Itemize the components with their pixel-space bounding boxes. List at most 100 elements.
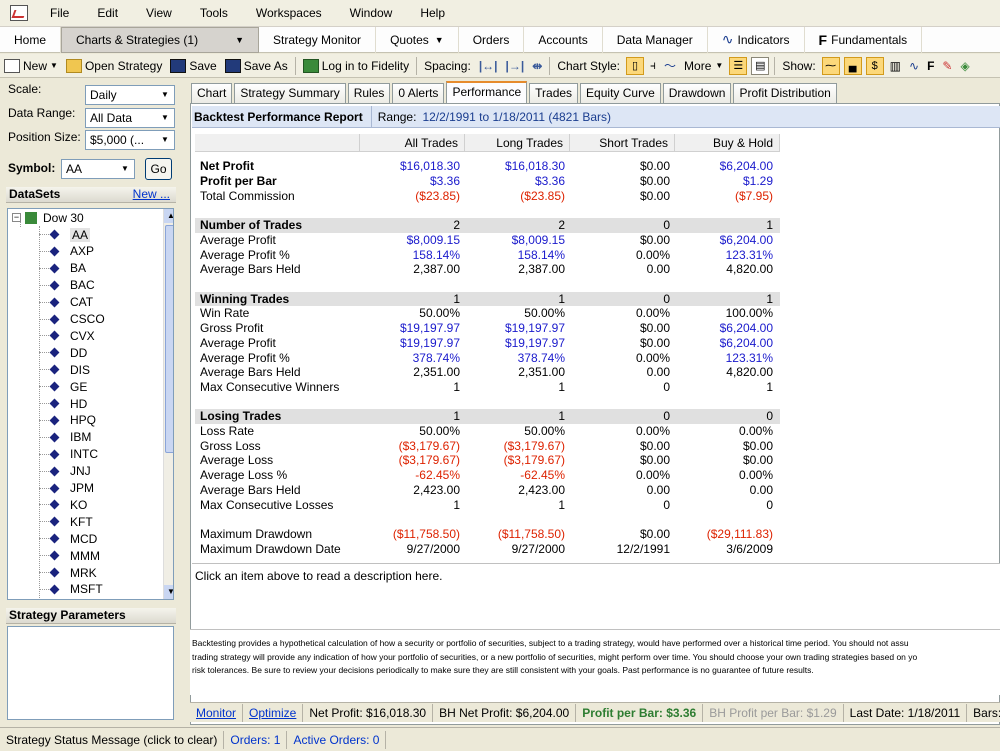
tree-scrollbar[interactable]: ▲ ▼ bbox=[163, 209, 173, 599]
candlestick-style-icon[interactable]: ▯ bbox=[626, 56, 645, 75]
save-as-button[interactable]: Save As bbox=[221, 55, 292, 77]
active-orders-count[interactable]: Active Orders: 0 bbox=[287, 730, 387, 749]
table-row[interactable]: Average Bars Held 2,351.00 2,351.00 0.00 4,8… bbox=[195, 365, 780, 380]
show-bars-icon[interactable]: ▥ bbox=[889, 58, 902, 73]
table-view-icon[interactable]: ▤ bbox=[751, 56, 770, 75]
table-row[interactable]: Maximum Drawdown Date 9/27/2000 9/27/2000 1… bbox=[195, 542, 780, 557]
nav-accounts[interactable]: Accounts bbox=[524, 26, 603, 53]
table-row[interactable]: Average Profit $19,197.97 $19,197.97 $0.00 $… bbox=[195, 336, 780, 351]
tree-item-mmm[interactable]: MMM bbox=[49, 547, 100, 564]
tree-item-msft[interactable]: MSFT bbox=[49, 581, 103, 598]
list-view-icon[interactable]: ☰ bbox=[729, 56, 748, 75]
nav-fundamentals[interactable]: F Fundamentals bbox=[805, 26, 923, 53]
table-row[interactable]: Average Profit $8,009.15 $8,009.15 $0.00 $6,… bbox=[195, 233, 780, 248]
col-header-short-trades[interactable]: Short Trades bbox=[570, 134, 675, 152]
open-strategy-button[interactable]: Open Strategy bbox=[62, 55, 166, 77]
table-row[interactable]: Winning Trades 1 1 0 1 bbox=[195, 291, 780, 307]
nav-quotes[interactable]: Quotes ▼ bbox=[376, 26, 459, 53]
symbol-input[interactable]: AA ▼ bbox=[61, 159, 135, 179]
col-header-buy-hold[interactable]: Buy & Hold bbox=[675, 134, 780, 152]
show-profit-icon[interactable]: $ bbox=[865, 56, 884, 75]
tree-item-ge[interactable]: GE bbox=[49, 378, 87, 395]
position-size-select[interactable]: $5,000 (... ▼ bbox=[85, 130, 175, 150]
table-row[interactable]: Average Bars Held 2,387.00 2,387.00 0.00 4,8… bbox=[195, 262, 780, 277]
tab-equity-curve[interactable]: Equity Curve bbox=[580, 83, 661, 103]
nav-home[interactable]: Home bbox=[0, 26, 62, 53]
scroll-up-icon[interactable]: ▲ bbox=[164, 209, 173, 223]
spacing-contract-icon[interactable]: |→| bbox=[505, 58, 525, 73]
table-row[interactable]: Net Profit $16,018.30 $16,018.30 $0.00 $6,20… bbox=[195, 159, 780, 174]
tab-0-alerts[interactable]: 0 Alerts bbox=[392, 83, 445, 103]
tree-item-ibm[interactable]: IBM bbox=[49, 429, 91, 446]
menu-tools[interactable]: Tools bbox=[199, 6, 228, 20]
tab-trades[interactable]: Trades bbox=[529, 83, 579, 103]
table-row[interactable]: Average Loss % -62.45% -62.45% 0.00% 0.00% bbox=[195, 468, 780, 483]
optimize-link[interactable]: Optimize bbox=[249, 705, 297, 720]
tree-item-mrk[interactable]: MRK bbox=[49, 564, 97, 581]
show-volume-icon[interactable]: ▄ bbox=[843, 56, 862, 75]
tree-item-cat[interactable]: CAT bbox=[49, 294, 93, 311]
table-row[interactable]: Average Profit % 378.74% 378.74% 0.00% 123.3… bbox=[195, 351, 780, 366]
tab-performance[interactable]: Performance bbox=[446, 81, 528, 103]
table-row[interactable]: Total Commission ($23.85) ($23.85) $0.00 ($7… bbox=[195, 189, 780, 204]
nav-orders[interactable]: Orders bbox=[459, 26, 525, 53]
tree-item-cvx[interactable]: CVX bbox=[49, 327, 95, 344]
menu-view[interactable]: View bbox=[146, 6, 172, 20]
tab-drawdown[interactable]: Drawdown bbox=[662, 83, 732, 103]
nav-charts-strategies[interactable]: Charts & Strategies (1) ▼ bbox=[61, 26, 260, 53]
show-fundamentals-icon[interactable]: F bbox=[927, 58, 935, 73]
table-row[interactable]: Maximum Drawdown ($11,758.50) ($11,758.50)… bbox=[195, 527, 780, 542]
chevron-down-icon[interactable]: ▼ bbox=[235, 34, 245, 45]
monitor-link[interactable]: Monitor bbox=[196, 705, 237, 720]
table-row[interactable]: Number of Trades 2 2 0 1 bbox=[195, 218, 780, 233]
nav-strategy-monitor[interactable]: Strategy Monitor bbox=[259, 26, 377, 53]
table-row[interactable]: Max Consecutive Winners 1 1 0 1 bbox=[195, 380, 780, 395]
go-button[interactable]: Go bbox=[145, 158, 172, 180]
tree-item-hpq[interactable]: HPQ bbox=[49, 412, 96, 429]
table-row[interactable]: Max Consecutive Losses 1 1 0 0 bbox=[195, 498, 780, 513]
tab-chart[interactable]: Chart bbox=[191, 83, 233, 103]
tree-item-pfe[interactable]: PFE bbox=[51, 598, 93, 599]
col-header-long-trades[interactable]: Long Trades bbox=[465, 134, 570, 152]
tree-item-aa[interactable]: AA bbox=[49, 226, 91, 243]
tree-item-axp[interactable]: AXP bbox=[49, 243, 94, 260]
tree-item-dd[interactable]: DD bbox=[49, 344, 87, 361]
scale-select[interactable]: Daily ▼ bbox=[85, 85, 175, 105]
menu-edit[interactable]: Edit bbox=[97, 6, 119, 20]
show-chart-icon[interactable]: ⁓ bbox=[821, 56, 840, 75]
tree-item-dis[interactable]: DIS bbox=[49, 361, 90, 378]
nav-data-manager[interactable]: Data Manager bbox=[603, 26, 708, 53]
tree-item-intc[interactable]: INTC bbox=[49, 446, 98, 463]
table-row[interactable]: Average Profit % 158.14% 158.14% 0.00% 123.3… bbox=[195, 248, 780, 263]
table-row[interactable]: Average Bars Held 2,423.00 2,423.00 0.00 0.0… bbox=[195, 483, 780, 498]
tab-strategy-summary[interactable]: Strategy Summary bbox=[234, 83, 346, 103]
tab-profit-distribution[interactable]: Profit Distribution bbox=[733, 83, 837, 103]
tree-item-bac[interactable]: BAC bbox=[49, 277, 95, 294]
tree-item-csco[interactable]: CSCO bbox=[49, 311, 105, 328]
show-markers-icon[interactable]: ◈ bbox=[960, 58, 970, 73]
show-drawing-icon[interactable]: ✎ bbox=[942, 58, 953, 73]
tab-rules[interactable]: Rules bbox=[347, 83, 391, 103]
tree-item-jnj[interactable]: JNJ bbox=[49, 463, 91, 480]
table-row[interactable]: Loss Rate 50.00% 50.00% 0.00% 0.00% bbox=[195, 424, 780, 439]
tree-item-mcd[interactable]: MCD bbox=[49, 530, 97, 547]
spacing-reset-icon[interactable]: ⇹ bbox=[532, 58, 543, 73]
tree-item-ba[interactable]: BA bbox=[49, 260, 86, 277]
menu-help[interactable]: Help bbox=[420, 6, 446, 20]
table-row[interactable]: Losing Trades 1 1 0 0 bbox=[195, 409, 780, 424]
menu-file[interactable]: File bbox=[50, 6, 70, 20]
more-styles-button[interactable]: More ▼ bbox=[680, 55, 727, 77]
show-indicators-icon[interactable]: ∿ bbox=[909, 58, 920, 73]
table-row[interactable]: Average Loss ($3,179.67) ($3,179.67) $0.00 $… bbox=[195, 453, 780, 468]
col-header-all-trades[interactable]: All Trades bbox=[360, 134, 465, 152]
menu-workspaces[interactable]: Workspaces bbox=[255, 6, 322, 20]
table-row[interactable]: Gross Profit $19,197.97 $19,197.97 $0.00 $6,… bbox=[195, 321, 780, 336]
new-button[interactable]: New ▼ bbox=[0, 55, 62, 77]
save-button[interactable]: Save bbox=[166, 55, 220, 77]
nav-indicators[interactable]: ∿ Indicators bbox=[708, 26, 805, 53]
tree-root-dow30[interactable]: − Dow 30 bbox=[12, 209, 84, 226]
strategy-status-message[interactable]: Strategy Status Message (click to clear) bbox=[0, 730, 225, 749]
table-row[interactable]: Win Rate 50.00% 50.00% 0.00% 100.00% bbox=[195, 306, 780, 321]
collapse-icon[interactable]: − bbox=[12, 212, 21, 222]
menu-window[interactable]: Window bbox=[349, 6, 393, 20]
